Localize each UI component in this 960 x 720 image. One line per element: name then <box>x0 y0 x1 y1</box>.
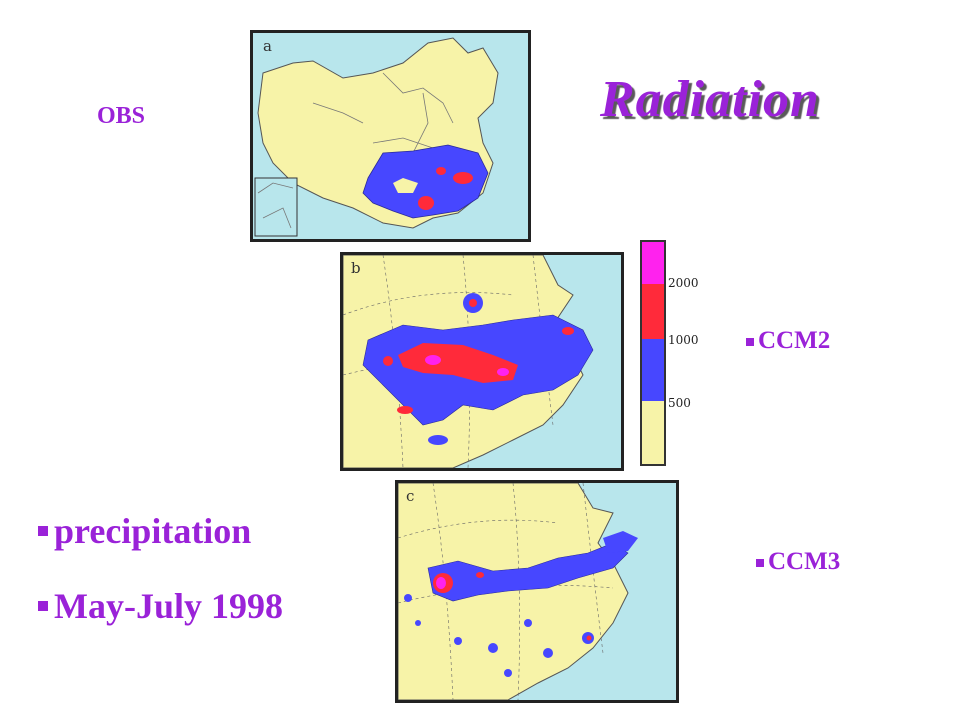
ccm3-label: CCM3 <box>756 548 840 576</box>
bullet-date-range-text: May-July 1998 <box>54 586 283 626</box>
legend-tick-500: 500 <box>668 396 691 410</box>
map-panel-ccm2: b <box>340 252 624 471</box>
bullet-precipitation: precipitation <box>38 510 251 552</box>
bullet-date-range: May-July 1998 <box>38 585 283 627</box>
map-ccm3-image: c <box>398 483 676 700</box>
ccm3-label-text: CCM3 <box>768 548 841 575</box>
square-bullet-icon <box>38 600 48 611</box>
map-ccm2-image: b <box>343 255 621 468</box>
legend-tick-2000: 2000 <box>668 276 699 290</box>
ccm2-label: CCM2 <box>746 327 830 355</box>
legend-tick-1000: 1000 <box>668 333 699 347</box>
panel-a-label: a <box>263 37 272 55</box>
square-bullet-icon <box>38 525 48 536</box>
legend-swatch-red <box>642 284 664 339</box>
map-obs-image: a <box>253 33 528 239</box>
panel-c-label: c <box>406 487 414 505</box>
square-bullet-icon <box>756 559 764 568</box>
panel-b-label: b <box>351 259 361 277</box>
map-panel-obs: a <box>250 30 531 242</box>
obs-label: OBS <box>97 103 146 129</box>
legend-swatch-yellow <box>642 401 664 464</box>
legend-colorbar <box>640 240 666 466</box>
legend-swatch-magenta <box>642 242 664 284</box>
legend-swatch-blue <box>642 339 664 401</box>
slide-title: Radiation <box>600 71 820 128</box>
map-panel-ccm3: c <box>395 480 679 703</box>
ccm2-label-text: CCM2 <box>758 327 831 354</box>
bullet-precipitation-text: precipitation <box>54 511 252 551</box>
square-bullet-icon <box>746 338 754 347</box>
